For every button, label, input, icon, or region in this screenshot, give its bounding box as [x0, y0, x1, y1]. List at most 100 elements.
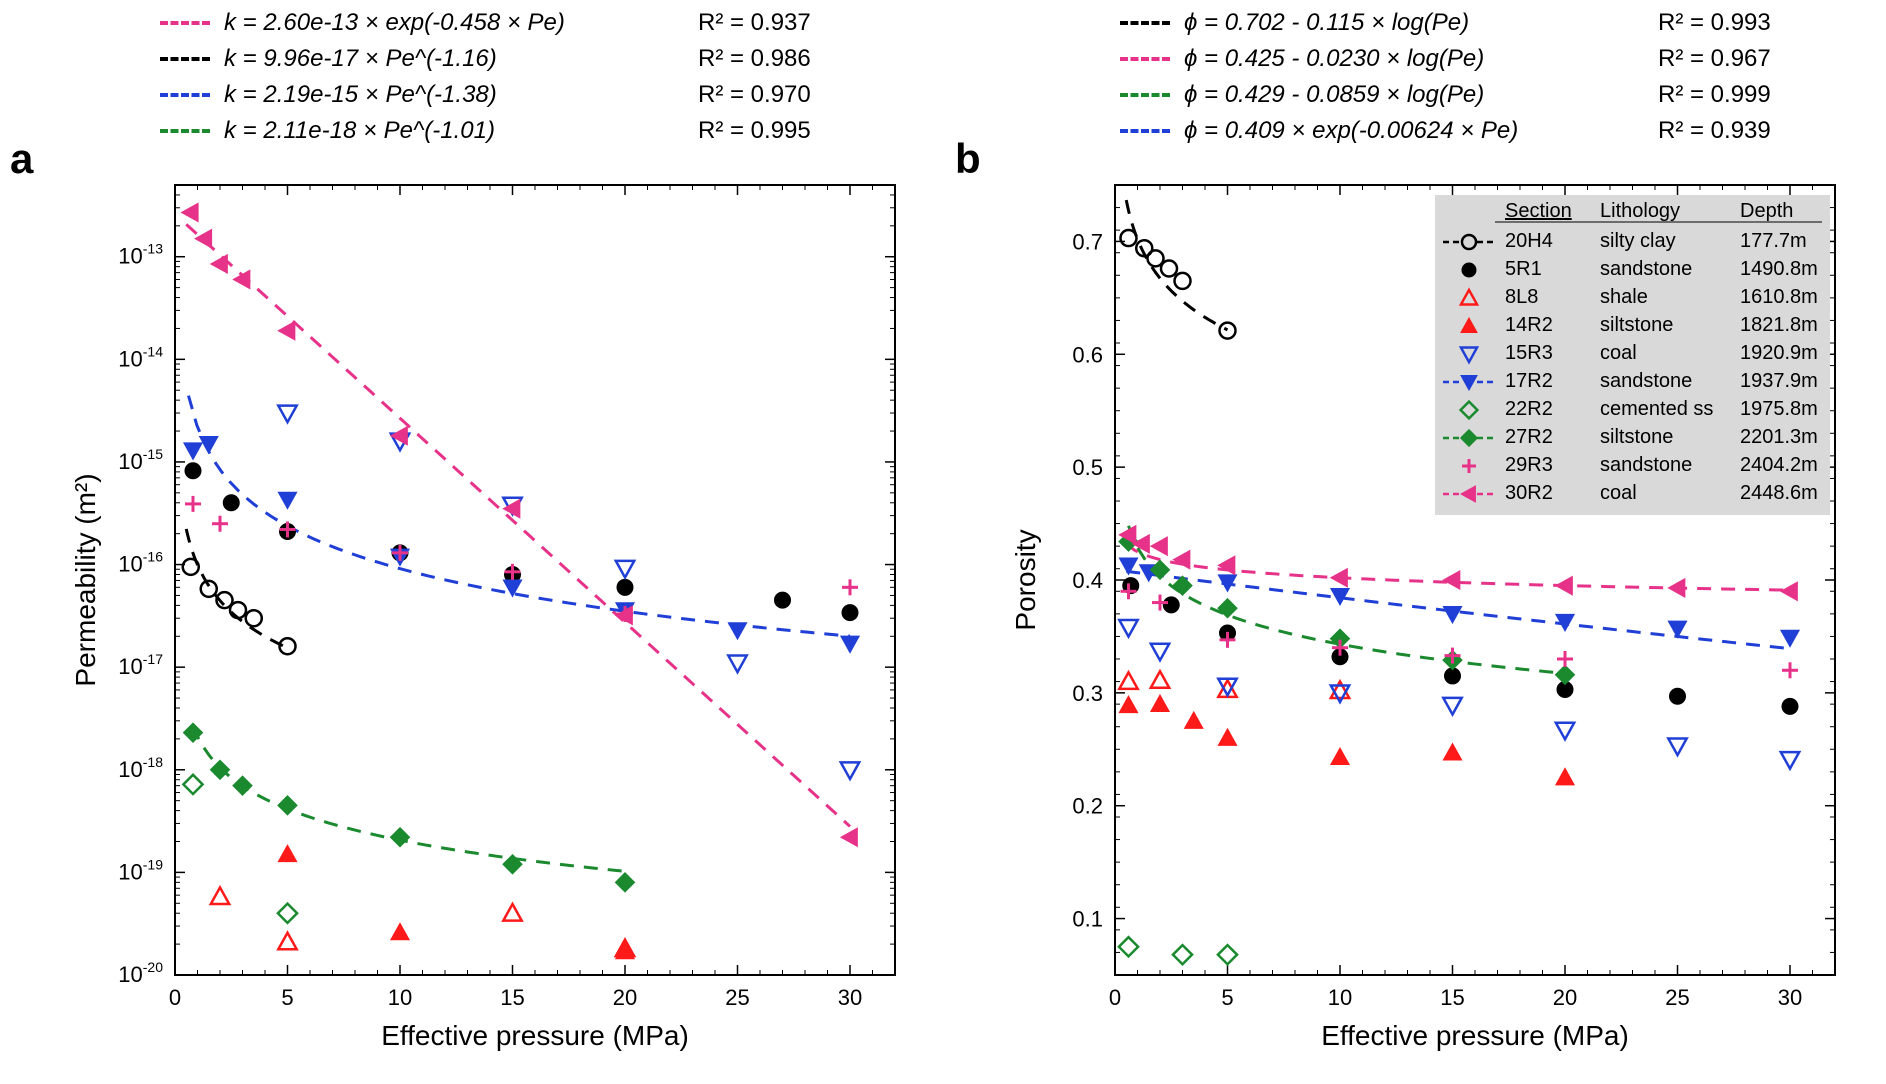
- equation-formula: k = 9.96e-17 × Pe^(-1.16): [224, 41, 684, 77]
- legend-lithology: coal: [1600, 342, 1637, 364]
- x-tick-label: 0: [1109, 985, 1121, 1010]
- x-tick-label: 25: [1665, 985, 1689, 1010]
- panel-b-label: b: [955, 135, 981, 183]
- y-tick-label: 0.5: [1072, 455, 1103, 480]
- equation-formula: ϕ = 0.409 × exp(-0.00624 × Pe): [1184, 113, 1644, 149]
- equation-line-swatch: [1120, 129, 1170, 133]
- series-30R2: [1119, 526, 1797, 601]
- y-tick-label: 10-18: [118, 754, 163, 782]
- series-22R2: [183, 775, 297, 923]
- equation-formula: k = 2.60e-13 × exp(-0.458 × Pe): [224, 5, 684, 41]
- series-29R3: [185, 496, 858, 622]
- legend-depth: 1920.9m: [1740, 342, 1818, 364]
- x-tick-label: 25: [725, 985, 749, 1010]
- legend-section: 27R2: [1505, 426, 1553, 448]
- legend-depth: 177.7m: [1740, 230, 1807, 252]
- legend-header: Section: [1505, 200, 1572, 222]
- legend-lithology: siltstone: [1600, 314, 1673, 336]
- x-tick-label: 15: [1440, 985, 1464, 1010]
- equation-line-swatch: [1120, 93, 1170, 97]
- equation-r2: R² = 0.999: [1658, 77, 1808, 113]
- series-15R3: [1119, 620, 1799, 769]
- series-20H4: [1121, 230, 1236, 339]
- y-tick-label: 0.6: [1072, 342, 1103, 367]
- y-tick-label: 0.2: [1072, 794, 1103, 819]
- y-axis-label: Porosity: [1010, 529, 1041, 630]
- legend-section: 17R2: [1505, 370, 1553, 392]
- legend-lithology: sandstone: [1600, 258, 1692, 280]
- equation-formula: k = 2.11e-18 × Pe^(-1.01): [224, 113, 684, 149]
- series-5R1: [185, 463, 858, 621]
- legend-depth: 1975.8m: [1740, 398, 1818, 420]
- legend-section: 30R2: [1505, 482, 1553, 504]
- legend-section: 20H4: [1505, 230, 1553, 252]
- series-14R2: [278, 845, 634, 959]
- equation-line-swatch: [1120, 57, 1170, 61]
- x-tick-label: 0: [169, 985, 181, 1010]
- legend-lithology: siltstone: [1600, 426, 1673, 448]
- y-tick-label: 0.1: [1072, 907, 1103, 932]
- equation-r2: R² = 0.995: [698, 113, 848, 149]
- equation-row: ϕ = 0.702 - 0.115 × log(Pe) R² = 0.993: [1120, 5, 1808, 41]
- series-14R2: [1119, 695, 1574, 785]
- y-axis-label: Permeability (m²): [70, 473, 101, 686]
- series-17R2: [184, 437, 859, 653]
- y-tick-label: 10-17: [118, 651, 163, 679]
- series-22R2: [1119, 937, 1237, 964]
- legend-section: 8L8: [1505, 286, 1538, 308]
- x-tick-label: 10: [1328, 985, 1352, 1010]
- legend-section: 14R2: [1505, 314, 1553, 336]
- y-tick-label: 0.7: [1072, 229, 1103, 254]
- equation-r2: R² = 0.993: [1658, 5, 1808, 41]
- equation-row: k = 2.19e-15 × Pe^(-1.38) R² = 0.970: [160, 77, 848, 113]
- x-tick-label: 20: [1553, 985, 1577, 1010]
- x-tick-label: 5: [1221, 985, 1233, 1010]
- series-5R1: [1123, 578, 1798, 715]
- legend-depth: 1821.8m: [1740, 314, 1818, 336]
- equation-r2: R² = 0.970: [698, 77, 848, 113]
- series-8L8: [211, 887, 634, 956]
- equation-line-swatch: [160, 57, 210, 61]
- legend-depth: 2404.2m: [1740, 454, 1818, 476]
- legend-depth: 1937.9m: [1740, 370, 1818, 392]
- legend-lithology: cemented ss: [1600, 398, 1713, 420]
- equation-formula: k = 2.19e-15 × Pe^(-1.38): [224, 77, 684, 113]
- chart-b: 0510152025300.10.20.30.40.50.60.7Effecti…: [1000, 175, 1870, 1075]
- equation-r2: R² = 0.937: [698, 5, 848, 41]
- legend-section: 22R2: [1505, 398, 1553, 420]
- equations-panel-a: k = 2.60e-13 × exp(-0.458 × Pe) R² = 0.93…: [160, 5, 848, 149]
- x-tick-label: 5: [281, 985, 293, 1010]
- equation-formula: ϕ = 0.702 - 0.115 × log(Pe): [1184, 5, 1644, 41]
- legend-section: 5R1: [1505, 258, 1542, 280]
- equation-row: k = 2.11e-18 × Pe^(-1.01) R² = 0.995: [160, 113, 848, 149]
- equations-panel-b: ϕ = 0.702 - 0.115 × log(Pe)R² = 0.993ϕ =…: [1120, 5, 1808, 149]
- legend-lithology: coal: [1600, 482, 1637, 504]
- equation-line-swatch: [1120, 21, 1170, 25]
- equation-r2: R² = 0.986: [698, 41, 848, 77]
- legend-depth: 2448.6m: [1740, 482, 1818, 504]
- series-20H4: [183, 559, 296, 654]
- legend-depth: 1610.8m: [1740, 286, 1818, 308]
- equation-row: k = 2.60e-13 × exp(-0.458 × Pe) R² = 0.93…: [160, 5, 848, 41]
- equation-formula: ϕ = 0.425 - 0.0230 × log(Pe): [1184, 41, 1644, 77]
- legend-lithology: silty clay: [1600, 230, 1676, 252]
- x-tick-label: 15: [500, 985, 524, 1010]
- equation-r2: R² = 0.967: [1658, 41, 1808, 77]
- legend-section: 29R3: [1505, 454, 1553, 476]
- y-tick-label: 10-19: [118, 856, 163, 884]
- equation-r2: R² = 0.939: [1658, 113, 1808, 149]
- legend-depth: 1490.8m: [1740, 258, 1818, 280]
- y-tick-label: 10-20: [118, 959, 163, 987]
- legend-header: Depth: [1740, 200, 1793, 222]
- legend-lithology: sandstone: [1600, 454, 1692, 476]
- x-tick-label: 30: [1778, 985, 1802, 1010]
- legend-section: 15R3: [1505, 342, 1553, 364]
- legend-header: Lithology: [1600, 200, 1680, 222]
- chart-a: 05101520253010-2010-1910-1810-1710-1610-…: [60, 175, 930, 1075]
- x-tick-label: 10: [388, 985, 412, 1010]
- panel-a-label: a: [10, 135, 33, 183]
- y-tick-label: 0.3: [1072, 681, 1103, 706]
- equation-line-swatch: [160, 129, 210, 133]
- equation-row: k = 9.96e-17 × Pe^(-1.16) R² = 0.986: [160, 41, 848, 77]
- x-tick-label: 20: [613, 985, 637, 1010]
